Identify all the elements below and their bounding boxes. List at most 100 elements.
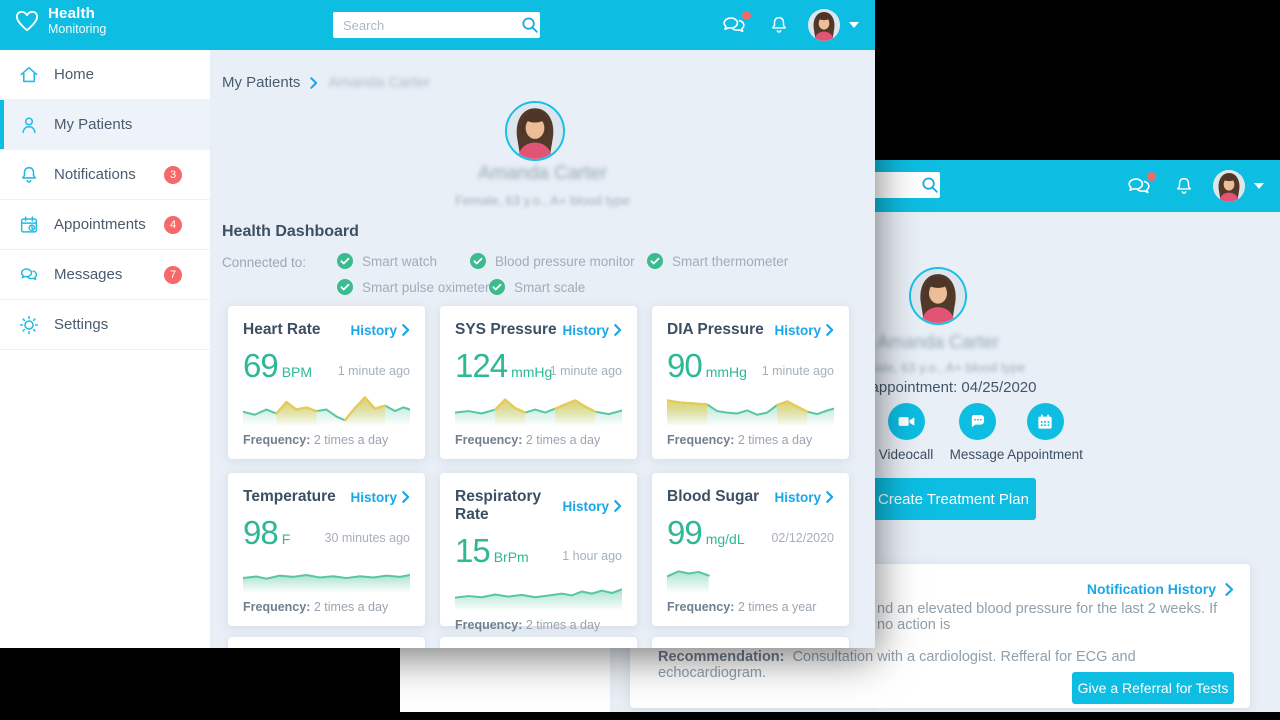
partial-card — [440, 637, 637, 648]
device-smart-pulse-oximeter: Smart pulse oximeter — [337, 279, 490, 295]
sparkline-chart — [667, 557, 834, 593]
health-dashboard-window: Health Monitoring — [0, 0, 875, 648]
chat-bubble-icon[interactable] — [958, 403, 996, 440]
calendar-icon[interactable] — [1026, 403, 1064, 440]
sparkline-chart — [243, 557, 410, 593]
history-link[interactable]: History — [562, 499, 622, 514]
notification-history-link[interactable]: Notification History — [1087, 581, 1234, 597]
metric-value: 90 — [667, 347, 703, 384]
check-icon — [337, 279, 353, 295]
frequency: Frequency: 2 times a day — [243, 600, 389, 614]
metric-value: 15 — [455, 532, 491, 569]
breadcrumb: My Patients Amanda Carter — [222, 74, 430, 91]
give-referral-button[interactable]: Give a Referral for Tests — [1072, 672, 1234, 704]
messages-icon[interactable] — [1125, 172, 1156, 198]
appointment-button[interactable]: Appointment — [995, 403, 1095, 462]
check-icon — [489, 279, 505, 295]
frequency: Frequency: 2 times a day — [667, 433, 813, 447]
metric-unit: mmHg — [511, 364, 553, 380]
history-link[interactable]: History — [350, 323, 410, 338]
search-icon[interactable] — [519, 14, 540, 36]
metric-timestamp: 1 hour ago — [562, 549, 622, 563]
patient-details: Female, 63 y.o., A+ blood type — [850, 360, 1026, 375]
history-link[interactable]: History — [774, 490, 834, 505]
top-bar: Health Monitoring — [0, 0, 875, 50]
history-link[interactable]: History — [562, 323, 622, 338]
message-button[interactable]: Message — [932, 403, 1022, 462]
metric-value: 98 — [243, 514, 279, 551]
last-appointment: Last appointment: 04/25/2020 — [838, 379, 1037, 396]
logo-subtitle: Monitoring — [48, 21, 107, 36]
metric-unit: F — [281, 531, 291, 547]
bell-icon[interactable] — [768, 13, 790, 37]
sidebar-item-my-patients[interactable]: My Patients — [0, 100, 210, 150]
chevron-down-icon[interactable] — [849, 22, 859, 28]
connected-to-label: Connected to: — [222, 255, 307, 270]
card-title: DIA Pressure — [667, 321, 764, 338]
metric-unit: mg/dL — [705, 531, 745, 547]
notification-body-text: nd an elevated blood pressure for the la… — [877, 601, 1218, 633]
metric-value: 99 — [667, 514, 703, 551]
chevron-right-icon — [402, 491, 410, 503]
partial-card — [652, 637, 849, 648]
history-link[interactable]: History — [774, 323, 834, 338]
chevron-right-icon — [826, 324, 834, 336]
search-box[interactable] — [333, 12, 540, 38]
metric-timestamp: 30 minutes ago — [324, 531, 410, 545]
metric-value: 69 — [243, 347, 279, 384]
metric-card-respiratory-rate: Respiratory Rate History 15 BrPm 1 hour … — [440, 473, 637, 632]
chat-icon — [18, 264, 40, 286]
patient-avatar — [909, 267, 967, 325]
bell-icon — [18, 164, 40, 186]
device-smart-thermometer: Smart thermometer — [647, 253, 788, 269]
sidebar: Home My Patients Notifications 3 Appoint… — [0, 50, 210, 648]
bell-icon[interactable] — [1173, 174, 1195, 198]
sparkline-chart — [455, 390, 622, 426]
logo-title: Health — [48, 5, 96, 22]
search-input[interactable] — [333, 17, 519, 33]
sidebar-item-messages[interactable]: Messages 7 — [0, 250, 210, 300]
sidebar-item-appointments[interactable]: Appointments 4 — [0, 200, 210, 250]
sparkline-chart — [243, 390, 410, 426]
messages-icon[interactable] — [720, 11, 751, 37]
device-blood-pressure-monitor: Blood pressure monitor — [470, 253, 635, 269]
videocall-button[interactable]: Videocall — [861, 403, 951, 462]
chevron-right-icon — [402, 324, 410, 336]
metric-card-sys-pressure: SYS Pressure History 124 mmHg 1 minute a… — [440, 306, 637, 459]
partial-card — [228, 637, 425, 648]
card-title: Heart Rate — [243, 321, 321, 338]
metric-card-blood-sugar: Blood Sugar History 99 mg/dL 02/12/2020 … — [652, 473, 849, 626]
user-avatar[interactable] — [808, 9, 840, 41]
recommendation-text: Recommendation: Consultation with a card… — [658, 649, 1136, 681]
notification-dot — [1147, 172, 1156, 181]
user-avatar[interactable] — [1213, 170, 1245, 202]
device-smart-scale: Smart scale — [489, 279, 585, 295]
history-link[interactable]: History — [350, 490, 410, 505]
gear-icon — [18, 314, 40, 336]
metric-card-temperature: Temperature History 98 F 30 minutes ago … — [228, 473, 425, 626]
metric-timestamp: 02/12/2020 — [771, 531, 834, 545]
chevron-down-icon[interactable] — [1254, 183, 1264, 189]
sidebar-item-home[interactable]: Home — [0, 50, 210, 100]
metric-timestamp: 1 minute ago — [337, 364, 410, 378]
sparkline-chart — [667, 390, 834, 426]
patient-name: Amanda Carter — [478, 163, 607, 184]
search-icon[interactable] — [919, 174, 940, 196]
notification-dot — [742, 11, 751, 20]
breadcrumb-parent[interactable]: My Patients — [222, 74, 301, 91]
frequency: Frequency: 2 times a day — [455, 618, 601, 632]
card-title: SYS Pressure — [455, 321, 557, 338]
chevron-right-icon — [826, 491, 834, 503]
app-logo[interactable]: Health Monitoring — [14, 5, 107, 36]
metric-unit: BrPm — [493, 549, 529, 565]
breadcrumb-current: Amanda Carter — [328, 74, 431, 91]
video-camera-icon[interactable] — [887, 403, 925, 440]
device-smart-watch: Smart watch — [337, 253, 437, 269]
create-treatment-plan-button[interactable]: Create Treatment Plan — [852, 478, 1036, 520]
frequency: Frequency: 2 times a day — [455, 433, 601, 447]
sidebar-item-notifications[interactable]: Notifications 3 — [0, 150, 210, 200]
sidebar-item-settings[interactable]: Settings — [0, 300, 210, 350]
patient-details: Female, 63 y.o., A+ blood type — [454, 193, 630, 208]
notifications-badge: 3 — [164, 166, 182, 184]
